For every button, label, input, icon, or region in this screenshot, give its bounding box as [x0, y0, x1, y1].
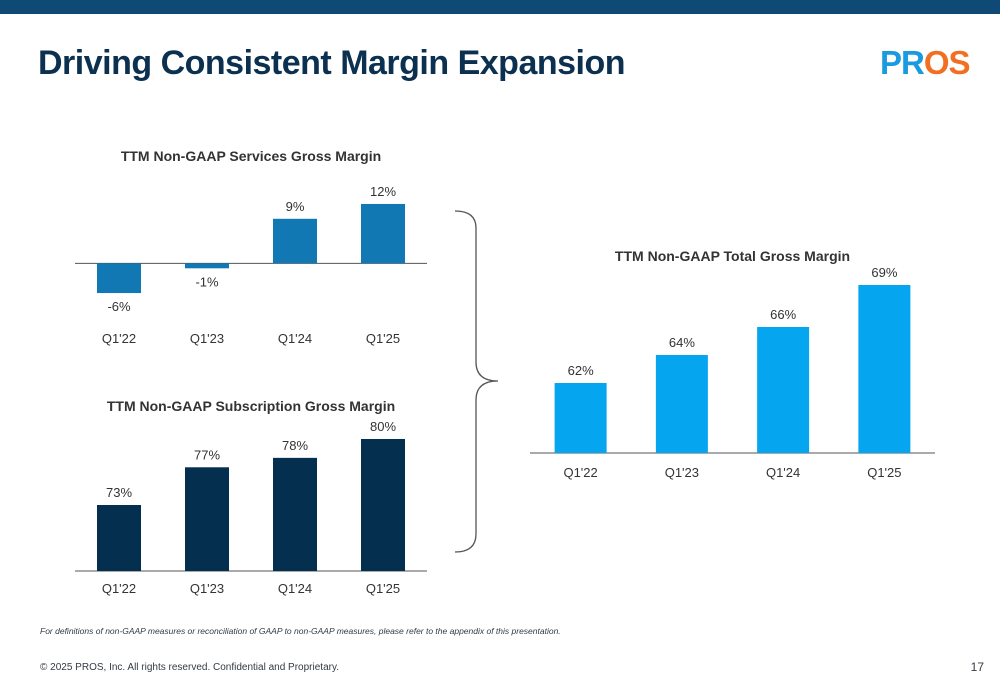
category-label: Q1'25 — [366, 581, 400, 596]
footnote: For definitions of non-GAAP measures or … — [40, 626, 561, 636]
data-label: 9% — [286, 199, 305, 214]
bar-services-4 — [361, 203, 405, 264]
chart-title: TTM Non-GAAP Total Gross Margin — [615, 248, 850, 264]
logo-text-o: O — [924, 44, 949, 80]
svg-text:PROS: PROS — [880, 44, 970, 80]
bar-subscription-1 — [97, 505, 141, 571]
bar-total-2 — [655, 355, 708, 453]
chart-title: TTM Non-GAAP Subscription Gross Margin — [107, 398, 395, 414]
data-label: 73% — [106, 485, 132, 500]
chart-title: TTM Non-GAAP Services Gross Margin — [121, 148, 381, 164]
category-label: Q1'23 — [665, 465, 699, 480]
bar-total-3 — [757, 327, 810, 453]
category-label: Q1'25 — [867, 465, 901, 480]
page-number: 17 — [970, 660, 984, 674]
bar-total-4 — [858, 285, 911, 453]
page-title: Driving Consistent Margin Expansion — [38, 44, 626, 82]
subscription-gross-margin-chart: TTM Non-GAAP Subscription Gross Margin 73… — [75, 398, 427, 596]
data-label: 77% — [194, 447, 220, 462]
bar-subscription-3 — [273, 457, 317, 571]
data-label: -1% — [195, 274, 219, 289]
bar-total-1 — [554, 383, 607, 453]
category-label: Q1'24 — [278, 331, 312, 346]
services-gross-margin-chart: TTM Non-GAAP Services Gross Margin -6% Q1'… — [75, 148, 427, 346]
category-label: Q1'24 — [278, 581, 312, 596]
bar-subscription-2 — [185, 467, 229, 571]
bar-services-2 — [185, 263, 229, 269]
copyright: © 2025 PROS, Inc. All rights reserved. C… — [40, 662, 339, 673]
bar-services-1 — [97, 263, 141, 294]
bracket-connector — [454, 210, 499, 553]
category-label: Q1'23 — [190, 581, 224, 596]
data-label: 69% — [871, 265, 897, 280]
total-gross-margin-chart: TTM Non-GAAP Total Gross Margin 62% Q1'22 6… — [530, 248, 935, 480]
category-label: Q1'25 — [366, 331, 400, 346]
data-label: 80% — [370, 419, 396, 434]
category-label: Q1'22 — [102, 331, 136, 346]
data-label: -6% — [107, 299, 131, 314]
data-label: 62% — [568, 363, 594, 378]
bar-subscription-4 — [361, 439, 405, 571]
top-accent-bar — [0, 0, 1000, 14]
data-label: 66% — [770, 307, 796, 322]
category-label: Q1'22 — [563, 465, 597, 480]
bar-services-3 — [273, 218, 317, 264]
data-label: 64% — [669, 335, 695, 350]
category-label: Q1'22 — [102, 581, 136, 596]
data-label: 12% — [370, 184, 396, 199]
logo-text-s: S — [949, 44, 970, 80]
category-label: Q1'23 — [190, 331, 224, 346]
pros-logo: PROS — [880, 44, 970, 80]
category-label: Q1'24 — [766, 465, 800, 480]
logo-text-pr: PR — [880, 44, 925, 80]
data-label: 78% — [282, 438, 308, 453]
